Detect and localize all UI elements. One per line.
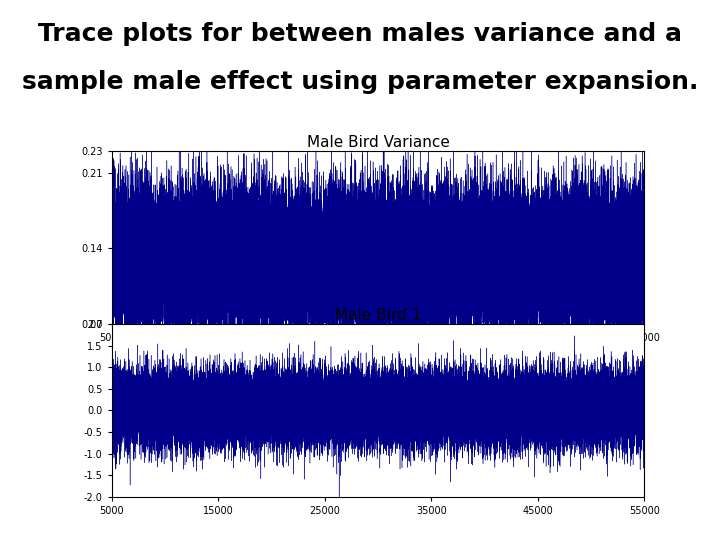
Text: sample male effect using parameter expansion.: sample male effect using parameter expan… <box>22 70 698 94</box>
Title: Male Bird 1: Male Bird 1 <box>335 308 421 323</box>
Title: Male Bird Variance: Male Bird Variance <box>307 135 449 150</box>
Text: Trace plots for between males variance and a: Trace plots for between males variance a… <box>38 22 682 45</box>
